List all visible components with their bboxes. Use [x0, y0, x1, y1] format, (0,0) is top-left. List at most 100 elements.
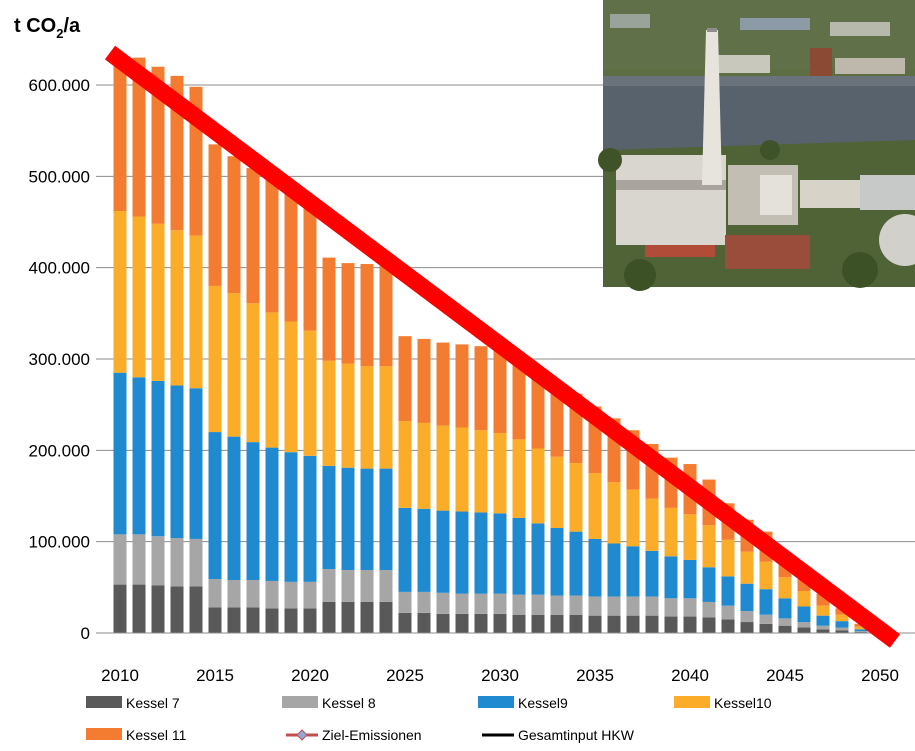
y-tick-label: 500.000 — [29, 167, 90, 186]
bar-segment — [417, 612, 431, 633]
bar-segment — [284, 452, 298, 582]
bar-segment — [550, 595, 564, 615]
bar-segment — [645, 615, 659, 633]
bar-segment — [398, 612, 412, 633]
bar-segment — [778, 577, 792, 599]
bar-segment — [531, 594, 545, 615]
legend-label: Kessel9 — [518, 695, 568, 711]
legend-label: Kessel 7 — [126, 695, 180, 711]
bar-segment — [265, 447, 279, 581]
bar-segment — [626, 546, 640, 597]
x-tick-label: 2010 — [101, 666, 139, 685]
bar-segment — [208, 432, 222, 580]
y-tick-label: 0 — [81, 624, 90, 643]
bar-segment — [170, 385, 184, 539]
legend-swatch — [478, 696, 514, 708]
bar-segment — [379, 601, 393, 633]
bar-segment — [341, 363, 355, 468]
bar-segment — [721, 605, 735, 620]
bar-segment — [854, 631, 868, 633]
bar-segment — [417, 422, 431, 509]
bar-segment — [474, 593, 488, 614]
bar-segment — [132, 584, 146, 633]
bar-segment — [341, 467, 355, 570]
bar-segment — [417, 508, 431, 592]
bar-segment — [797, 590, 811, 607]
bar-segment — [854, 629, 868, 632]
bar-segment — [151, 223, 165, 381]
bar-segment — [531, 448, 545, 524]
bar-segment — [854, 626, 868, 630]
bar-segment — [569, 595, 583, 615]
bar-segment — [474, 613, 488, 633]
bar-segment — [379, 468, 393, 570]
bar-segment — [189, 586, 203, 633]
bar-segment — [759, 589, 773, 615]
bar-segment — [113, 372, 127, 535]
legend-swatch — [86, 728, 122, 740]
bar-segment — [607, 543, 621, 597]
bar-segment — [379, 366, 393, 469]
bar-segment — [512, 594, 526, 615]
bar-segment — [816, 615, 830, 626]
legend-label: Gesamtinput HKW — [518, 727, 635, 743]
bar-segment — [493, 513, 507, 594]
bar-segment — [740, 583, 754, 612]
bar-segment — [265, 312, 279, 448]
bar-segment — [569, 531, 583, 596]
bar-segment — [721, 576, 735, 606]
legend-swatch — [282, 696, 318, 708]
legend-swatch — [86, 696, 122, 708]
bar-segment — [246, 607, 260, 633]
bar-segment — [816, 629, 830, 633]
bar-segment — [284, 190, 298, 322]
bar-segment — [816, 605, 830, 616]
bar-segment — [664, 598, 678, 617]
bar-segment — [132, 534, 146, 585]
bar-segment — [664, 507, 678, 557]
bar-segment — [303, 608, 317, 633]
bar-segment — [208, 285, 222, 433]
bar-segment — [645, 596, 659, 616]
x-tick-label: 2040 — [671, 666, 709, 685]
bar-segment — [436, 510, 450, 593]
bar-segment — [398, 421, 412, 508]
bar-segment — [227, 293, 241, 437]
x-tick-label: 2020 — [291, 666, 329, 685]
bar-segment — [759, 561, 773, 590]
bar-segment — [265, 179, 279, 313]
bar-segment — [360, 468, 374, 570]
bar-segment — [322, 360, 336, 466]
bar-segment — [702, 617, 716, 633]
bar-segment — [835, 630, 849, 633]
x-tick-label: 2035 — [576, 666, 614, 685]
bar-segment — [398, 591, 412, 613]
bar-segment — [246, 303, 260, 443]
bar-segment — [626, 489, 640, 547]
bar-segment — [550, 382, 564, 457]
x-tick-label: 2030 — [481, 666, 519, 685]
bar-segment — [740, 551, 754, 584]
bar-segment — [246, 580, 260, 608]
bar-segment — [607, 482, 621, 544]
x-axis-ticks: 2010 2015 2020 2025 2030 2035 2040 2045 2050 — [101, 666, 899, 685]
bar-segment — [341, 569, 355, 602]
bar-segment — [113, 534, 127, 585]
legend-swatch — [296, 729, 308, 741]
bar-segment — [360, 569, 374, 602]
bar-segment — [227, 607, 241, 633]
bar-segment — [645, 550, 659, 597]
bar-segment — [797, 606, 811, 623]
x-tick-label: 2050 — [861, 666, 899, 685]
bar-segment — [835, 614, 849, 622]
legend-label: Kessel 8 — [322, 695, 376, 711]
bar-segment — [778, 598, 792, 619]
bar-segment — [208, 579, 222, 608]
bar-segment — [550, 456, 564, 528]
bar-segment — [398, 507, 412, 592]
y-tick-label: 300.000 — [29, 350, 90, 369]
bar-segment — [436, 613, 450, 633]
bar-segment — [588, 538, 602, 597]
bar-segment — [151, 536, 165, 586]
